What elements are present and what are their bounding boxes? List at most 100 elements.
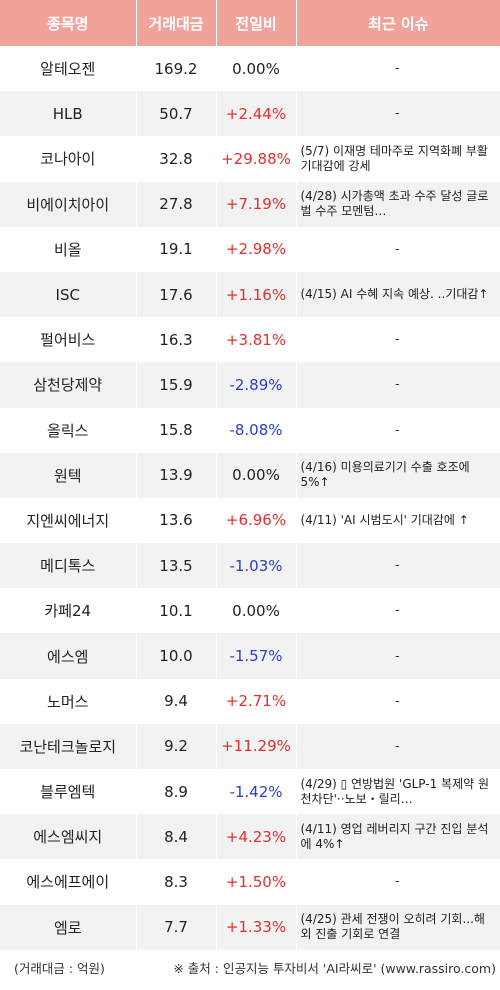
stock-name: 코나아이 [0, 136, 137, 182]
table-row: 알테오젠 169.2 0.00% - [0, 46, 500, 92]
trade-volume: 13.9 [136, 452, 217, 498]
change-rate: -1.03% [216, 543, 297, 589]
trade-volume: 10.1 [136, 588, 217, 634]
recent-issue: - [296, 407, 500, 453]
stock-name: 코난테크놀로지 [0, 723, 137, 769]
recent-issue: - [296, 633, 500, 679]
trade-volume: 27.8 [136, 181, 217, 227]
change-rate: +1.16% [216, 271, 297, 318]
trade-volume: 19.1 [136, 226, 217, 272]
recent-issue: (4/11) 영업 레버리지 구간 진입 분석에 4%↑ [296, 814, 500, 860]
header-change: 전일비 [216, 0, 297, 46]
stock-table: 종목명 거래대금 전일비 최근 이슈 알테오젠 169.2 0.00% - HLB 50.… [0, 0, 500, 950]
trade-volume: 8.4 [136, 814, 217, 860]
change-rate: 0.00% [216, 46, 297, 92]
table-row: 비올 19.1 +2.98% - [0, 226, 500, 272]
table-row: 삼천당제약 15.9 -2.89% - [0, 362, 500, 408]
change-rate: -1.42% [216, 769, 297, 815]
trade-volume: 15.8 [136, 407, 217, 453]
stock-name: 에스엠 [0, 633, 137, 679]
recent-issue: - [296, 317, 500, 363]
stock-name: ISC [0, 271, 137, 318]
trade-volume: 8.9 [136, 769, 217, 815]
stock-name: 올릭스 [0, 407, 137, 453]
recent-issue: - [296, 543, 500, 589]
trade-volume: 169.2 [136, 46, 217, 92]
trade-volume: 9.4 [136, 678, 217, 724]
table-header-row: 종목명 거래대금 전일비 최근 이슈 [0, 0, 500, 46]
stock-name: 카페24 [0, 588, 137, 634]
stock-name: 메디톡스 [0, 543, 137, 589]
recent-issue: - [296, 362, 500, 408]
change-rate: +2.98% [216, 226, 297, 272]
stock-name: 지엔씨에너지 [0, 497, 137, 544]
trade-volume: 16.3 [136, 317, 217, 363]
stock-name: 노머스 [0, 678, 137, 724]
recent-issue: (4/15) AI 수혜 지속 예상. ..기대감↑ [296, 271, 500, 318]
table-row: 에스엠 10.0 -1.57% - [0, 633, 500, 679]
recent-issue: (4/29) ▯ 연방법원 'GLP-1 복제약 원천차단'··노보・릴리… [296, 769, 500, 815]
change-rate: +7.19% [216, 181, 297, 227]
table-row: 코난테크놀로지 9.2 +11.29% - [0, 723, 500, 769]
table-row: 에스에프에이 8.3 +1.50% - [0, 859, 500, 905]
stock-name: 에스에프에이 [0, 859, 137, 905]
table-body: 알테오젠 169.2 0.00% - HLB 50.7 +2.44% - 코나아이 32.8 +29… [0, 46, 500, 950]
trade-volume: 9.2 [136, 723, 217, 769]
stock-name: 비올 [0, 226, 137, 272]
table-row: 원텍 13.9 0.00% (4/16) 미용의료기기 수출 호조에 5%↑ [0, 452, 500, 498]
table-row: 에스엠씨지 8.4 +4.23% (4/11) 영업 레버리지 구간 진입 분석에 4… [0, 814, 500, 860]
change-rate: +1.33% [216, 904, 297, 950]
recent-issue: - [296, 678, 500, 724]
trade-volume: 32.8 [136, 136, 217, 182]
stock-name: 알테오젠 [0, 46, 137, 92]
trade-volume: 15.9 [136, 362, 217, 408]
recent-issue: - [296, 859, 500, 905]
table-row: 펄어비스 16.3 +3.81% - [0, 317, 500, 363]
stock-name: HLB [0, 91, 137, 137]
change-rate: +4.23% [216, 814, 297, 860]
recent-issue: - [296, 588, 500, 634]
stock-name: 원텍 [0, 452, 137, 498]
trade-volume: 13.6 [136, 497, 217, 544]
stock-name: 삼천당제약 [0, 362, 137, 408]
header-issue: 최근 이슈 [296, 0, 500, 46]
trade-volume: 10.0 [136, 633, 217, 679]
change-rate: -2.89% [216, 362, 297, 408]
table-row: 올릭스 15.8 -8.08% - [0, 407, 500, 453]
unit-note: (거래대금 : 억원) [14, 960, 105, 976]
table-footer: (거래대금 : 억원) ※ 출처 : 인공지능 투자비서 'AI라씨로' (ww… [0, 950, 500, 982]
stock-name: 에스엠씨지 [0, 814, 137, 860]
table-row: 블루엠텍 8.9 -1.42% (4/29) ▯ 연방법원 'GLP-1 복제약 원천… [0, 769, 500, 815]
change-rate: 0.00% [216, 452, 297, 498]
change-rate: +6.96% [216, 497, 297, 544]
change-rate: +11.29% [216, 723, 297, 769]
recent-issue: (4/11) 'AI 시범도시' 기대감에 ↑ [296, 497, 500, 544]
table-row: 비에이치아이 27.8 +7.19% (4/28) 시가총액 초과 수주 달성 글로벌… [0, 181, 500, 227]
recent-issue: (4/25) 관세 전쟁이 오히려 기회...해외 진출 기회로 연결 [296, 904, 500, 950]
table-row: 코나아이 32.8 +29.88% (5/7) 이재명 테마주로 지역화폐 부활 기대… [0, 136, 500, 182]
stock-name: 비에이치아이 [0, 181, 137, 227]
stock-name: 엠로 [0, 904, 137, 950]
change-rate: -8.08% [216, 407, 297, 453]
table-row: ISC 17.6 +1.16% (4/15) AI 수혜 지속 예상. ..기대감↑ [0, 271, 500, 318]
trade-volume: 50.7 [136, 91, 217, 137]
recent-issue: (5/7) 이재명 테마주로 지역화폐 부활 기대감에 강세 [296, 136, 500, 182]
table-row: 엠로 7.7 +1.33% (4/25) 관세 전쟁이 오히려 기회...해외 진출 … [0, 904, 500, 950]
change-rate: +2.71% [216, 678, 297, 724]
change-rate: 0.00% [216, 588, 297, 634]
source-note: ※ 출처 : 인공지능 투자비서 'AI라씨로' (www.rassiro.co… [173, 960, 496, 976]
change-rate: +1.50% [216, 859, 297, 905]
stock-name: 펄어비스 [0, 317, 137, 363]
stock-name: 블루엠텍 [0, 769, 137, 815]
trade-volume: 7.7 [136, 904, 217, 950]
table-row: 지엔씨에너지 13.6 +6.96% (4/11) 'AI 시범도시' 기대감에 ↑ [0, 497, 500, 544]
header-volume: 거래대금 [136, 0, 217, 46]
recent-issue: - [296, 91, 500, 137]
trade-volume: 8.3 [136, 859, 217, 905]
table-row: 메디톡스 13.5 -1.03% - [0, 543, 500, 589]
trade-volume: 17.6 [136, 271, 217, 318]
change-rate: +2.44% [216, 91, 297, 137]
change-rate: -1.57% [216, 633, 297, 679]
recent-issue: (4/28) 시가총액 초과 수주 달성 글로벌 수주 모멘텀… [296, 181, 500, 227]
